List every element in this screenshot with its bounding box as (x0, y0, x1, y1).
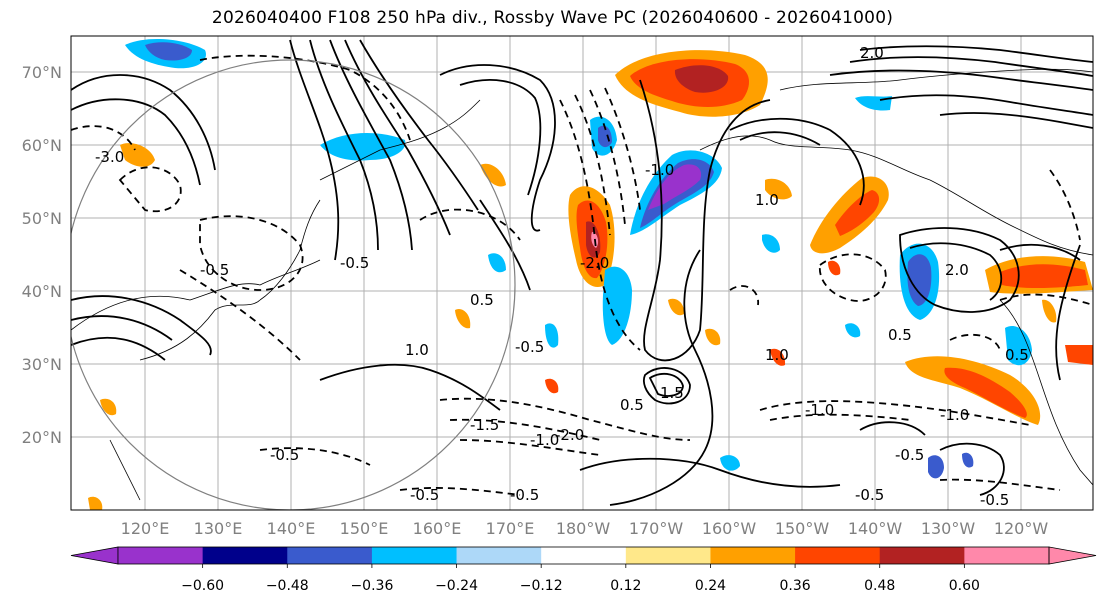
longitude-label: 120°E (121, 519, 170, 538)
latitude-label: 40°N (22, 282, 62, 301)
contour-label: -1.0 (645, 161, 674, 179)
colorbar-segment (541, 547, 627, 564)
coastlines (71, 68, 1093, 501)
longitude-label: 170°E (486, 519, 535, 538)
latitude-labels: 70°N 60°N 50°N 40°N 30°N 20°N (22, 63, 62, 447)
contour-label: -0.5 (340, 254, 369, 272)
contour-label: -1.0 (805, 401, 834, 419)
colorbar-segment (287, 547, 373, 564)
colorbar-extend-low (70, 546, 119, 565)
colorbar-segment (202, 547, 288, 564)
contour-label: -2.0 (580, 254, 609, 272)
colorbar-tick-label: −0.36 (350, 578, 393, 594)
contour-label: -1.0 (940, 406, 969, 424)
colorbar-frame (117, 546, 1050, 565)
longitude-label: 180°W (556, 519, 611, 538)
contour-label: -0.5 (895, 446, 924, 464)
contour-label: -0.5 (200, 261, 229, 279)
contour-label: 0.5 (1005, 346, 1029, 364)
map-frame (70, 35, 1094, 511)
colorbar-segment (625, 547, 711, 564)
colorbar-tick-label: 0.48 (864, 578, 895, 594)
colorbar-segment (879, 547, 965, 564)
contour-label: 2.0 (860, 44, 884, 62)
latitude-label: 20°N (22, 428, 62, 447)
contour-label: 0.5 (470, 291, 494, 309)
contour-label: -0.5 (515, 338, 544, 356)
contour-label: 0.5 (620, 396, 644, 414)
colorbar-segment (710, 547, 796, 564)
longitude-label: 140°E (267, 519, 316, 538)
contour-label: -1.0 (530, 431, 559, 449)
figure-title: 2026040400 F108 250 hPa div., Rossby Wav… (211, 8, 894, 28)
colorbar-segment (795, 547, 881, 564)
colorbar-segment (456, 547, 542, 564)
contour-label: -0.5 (980, 491, 1009, 509)
longitude-label: 130°E (194, 519, 243, 538)
reference-circle (71, 59, 516, 510)
longitude-label: 120°W (994, 519, 1049, 538)
colorbar-tick-label: −0.24 (435, 578, 478, 594)
contour-label: -0.5 (855, 486, 884, 504)
longitude-label: 160°E (413, 519, 462, 538)
colorbar-tick-label: −0.48 (266, 578, 309, 594)
contour-label: 0.5 (888, 326, 912, 344)
colorbar-tick-label: 0.24 (695, 578, 726, 594)
colorbar-segment (964, 547, 1050, 564)
longitude-label: 160°W (702, 519, 757, 538)
contour-lines (71, 39, 1093, 506)
colorbar-segment (371, 547, 458, 564)
longitude-label: 150°W (775, 519, 830, 538)
longitude-label: 140°W (848, 519, 903, 538)
contour-label: 1.0 (765, 346, 789, 364)
contour-label: 1.0 (755, 191, 779, 209)
longitude-label: 150°E (340, 519, 389, 538)
colorbar-tick-label: −0.60 (181, 578, 224, 594)
contour-labels: -0.5 -0.5 -0.5 -0.5 -1.0 -1.0 -1.5 -0.5 … (95, 44, 1029, 509)
colorbar-tick-label: 0.12 (610, 578, 641, 594)
contour-label: -3.0 (95, 148, 124, 166)
colorbar-tick-label: 0.60 (949, 578, 980, 594)
latitude-label: 60°N (22, 136, 62, 155)
contour-label: -0.5 (410, 486, 439, 504)
latitude-label: 30°N (22, 355, 62, 374)
contour-label: 1.5 (660, 384, 684, 402)
contour-label: -1.5 (470, 416, 499, 434)
latitude-label: 70°N (22, 63, 62, 82)
longitude-labels: 120°E 130°E 140°E 150°E 160°E 170°E 180°W 170°W… (121, 519, 1049, 538)
colorbar: −0.60 −0.48 −0.36 −0.24 −0.12 0.12 0.24 0.36 0.4… (70, 546, 1097, 594)
colorbar-extend-high (1048, 546, 1097, 565)
contour-label: -0.5 (270, 446, 299, 464)
colorbar-segment (118, 547, 204, 564)
contour-label: -2.0 (555, 426, 584, 444)
contour-label: -0.5 (510, 486, 539, 504)
contour-label: 2.0 (945, 261, 969, 279)
latitude-label: 50°N (22, 209, 62, 228)
longitude-label: 170°W (629, 519, 684, 538)
contour-lines-dashed (71, 54, 1093, 496)
colorbar-tick-label: −0.12 (520, 578, 563, 594)
contour-label: 1.0 (405, 341, 429, 359)
colorbar-tick-label: 0.36 (780, 578, 811, 594)
longitude-label: 130°W (921, 519, 976, 538)
